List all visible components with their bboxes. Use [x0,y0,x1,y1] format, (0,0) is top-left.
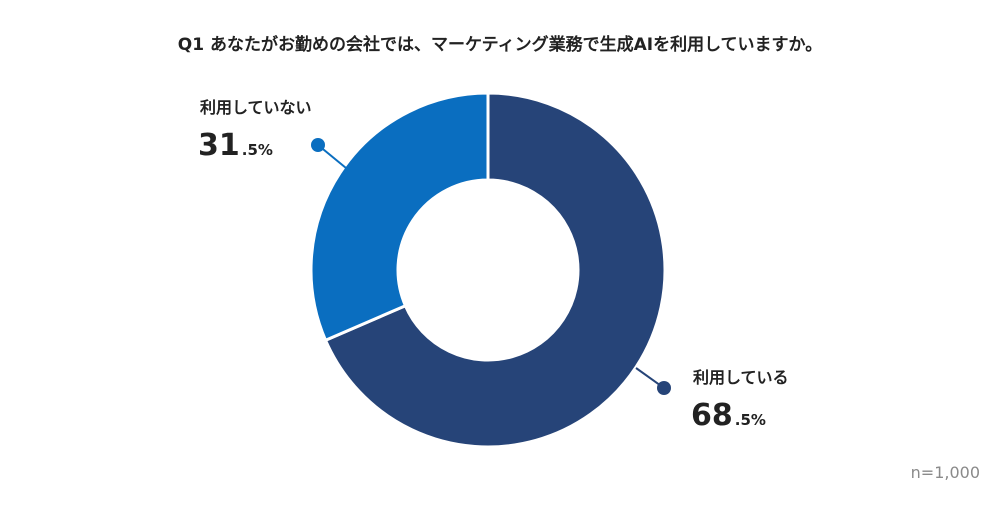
value-using-int: 68 [691,398,733,433]
sample-size: n=1,000 [911,463,980,482]
label-not-using: 利用していない [200,98,312,117]
donut-slice-using [323,91,667,449]
leader-dot-not-using [311,138,325,152]
value-not-using: 31.5% [198,128,273,163]
chart-title: Q1 あなたがお勤めの会社では、マーケティング業務で生成AIを利用していますか。 [178,34,822,55]
value-not-using-int: 31 [198,128,240,163]
leader-dot-using [657,381,671,395]
donut-slices [309,91,667,449]
label-using: 利用している [693,368,789,387]
donut-slice-not-using [309,91,490,343]
value-using: 68.5% [691,398,766,433]
value-using-dec: .5% [735,411,766,429]
value-not-using-dec: .5% [242,141,273,159]
